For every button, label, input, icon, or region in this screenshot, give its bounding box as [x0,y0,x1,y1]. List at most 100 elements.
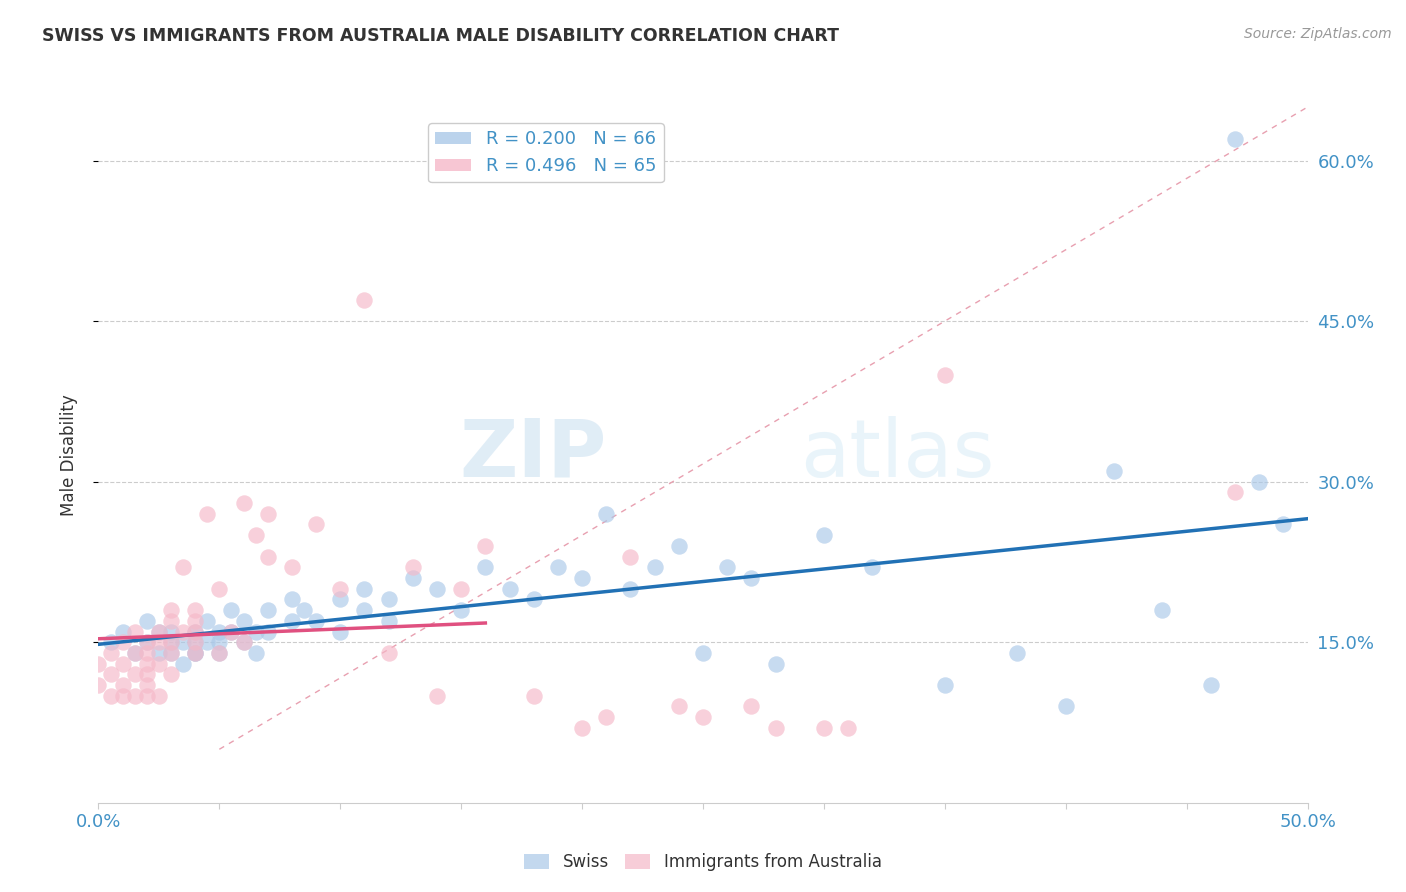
Point [124,646,146,660]
Point [692,710,714,724]
Point [135,667,157,681]
Point [160,603,183,617]
Point [1054,699,1077,714]
Point [1249,475,1271,489]
Point [353,582,375,596]
Legend: Swiss, Immigrants from Australia: Swiss, Immigrants from Australia [516,845,890,880]
Point [195,635,218,649]
Point [160,667,183,681]
Point [245,624,267,639]
Point [813,528,835,542]
Point [377,646,399,660]
Point [256,549,278,564]
Point [1007,646,1029,660]
Point [450,582,472,596]
Point [124,624,146,639]
Point [208,635,231,649]
Point [1199,678,1222,692]
Point [148,646,170,660]
Point [426,582,449,596]
Point [221,603,243,617]
Point [934,678,956,692]
Point [740,571,762,585]
Y-axis label: Male Disability: Male Disability [59,394,77,516]
Point [353,293,375,307]
Point [195,614,218,628]
Point [208,624,231,639]
Point [111,635,134,649]
Point [111,657,134,671]
Point [377,614,399,628]
Point [135,646,157,660]
Point [619,582,641,596]
Point [353,603,375,617]
Point [402,571,425,585]
Point [595,507,617,521]
Point [523,592,546,607]
Legend: R = 0.200   N = 66, R = 0.496   N = 65: R = 0.200 N = 66, R = 0.496 N = 65 [427,123,664,183]
Point [426,689,449,703]
Point [474,560,496,574]
Point [135,635,157,649]
Point [208,646,231,660]
Point [329,582,352,596]
Point [232,496,254,510]
Point [172,657,194,671]
Point [245,646,267,660]
Point [644,560,666,574]
Point [232,614,254,628]
Point [450,603,472,617]
Point [1152,603,1174,617]
Point [124,689,146,703]
Point [100,646,122,660]
Point [184,646,207,660]
Point [1223,485,1246,500]
Point [160,635,183,649]
Point [692,646,714,660]
Point [221,624,243,639]
Point [232,635,254,649]
Point [716,560,738,574]
Point [474,539,496,553]
Point [498,582,520,596]
Point [934,368,956,382]
Text: SWISS VS IMMIGRANTS FROM AUSTRALIA MALE DISABILITY CORRELATION CHART: SWISS VS IMMIGRANTS FROM AUSTRALIA MALE … [42,27,839,45]
Point [208,582,231,596]
Point [87,678,110,692]
Point [668,699,690,714]
Point [281,592,304,607]
Point [160,646,183,660]
Point [837,721,859,735]
Point [135,635,157,649]
Point [571,571,593,585]
Point [668,539,690,553]
Point [184,603,207,617]
Point [571,721,593,735]
Point [160,624,183,639]
Point [184,624,207,639]
Point [172,624,194,639]
Point [148,657,170,671]
Point [184,635,207,649]
Point [256,603,278,617]
Point [135,678,157,692]
Point [765,721,787,735]
Point [160,614,183,628]
Point [195,507,218,521]
Point [208,646,231,660]
Point [148,624,170,639]
Point [547,560,569,574]
Point [1102,464,1125,478]
Point [184,635,207,649]
Point [135,689,157,703]
Point [860,560,883,574]
Point [813,721,835,735]
Point [740,699,762,714]
Text: ZIP: ZIP [458,416,606,494]
Point [135,657,157,671]
Point [148,624,170,639]
Point [305,614,328,628]
Point [124,667,146,681]
Point [111,678,134,692]
Point [111,624,134,639]
